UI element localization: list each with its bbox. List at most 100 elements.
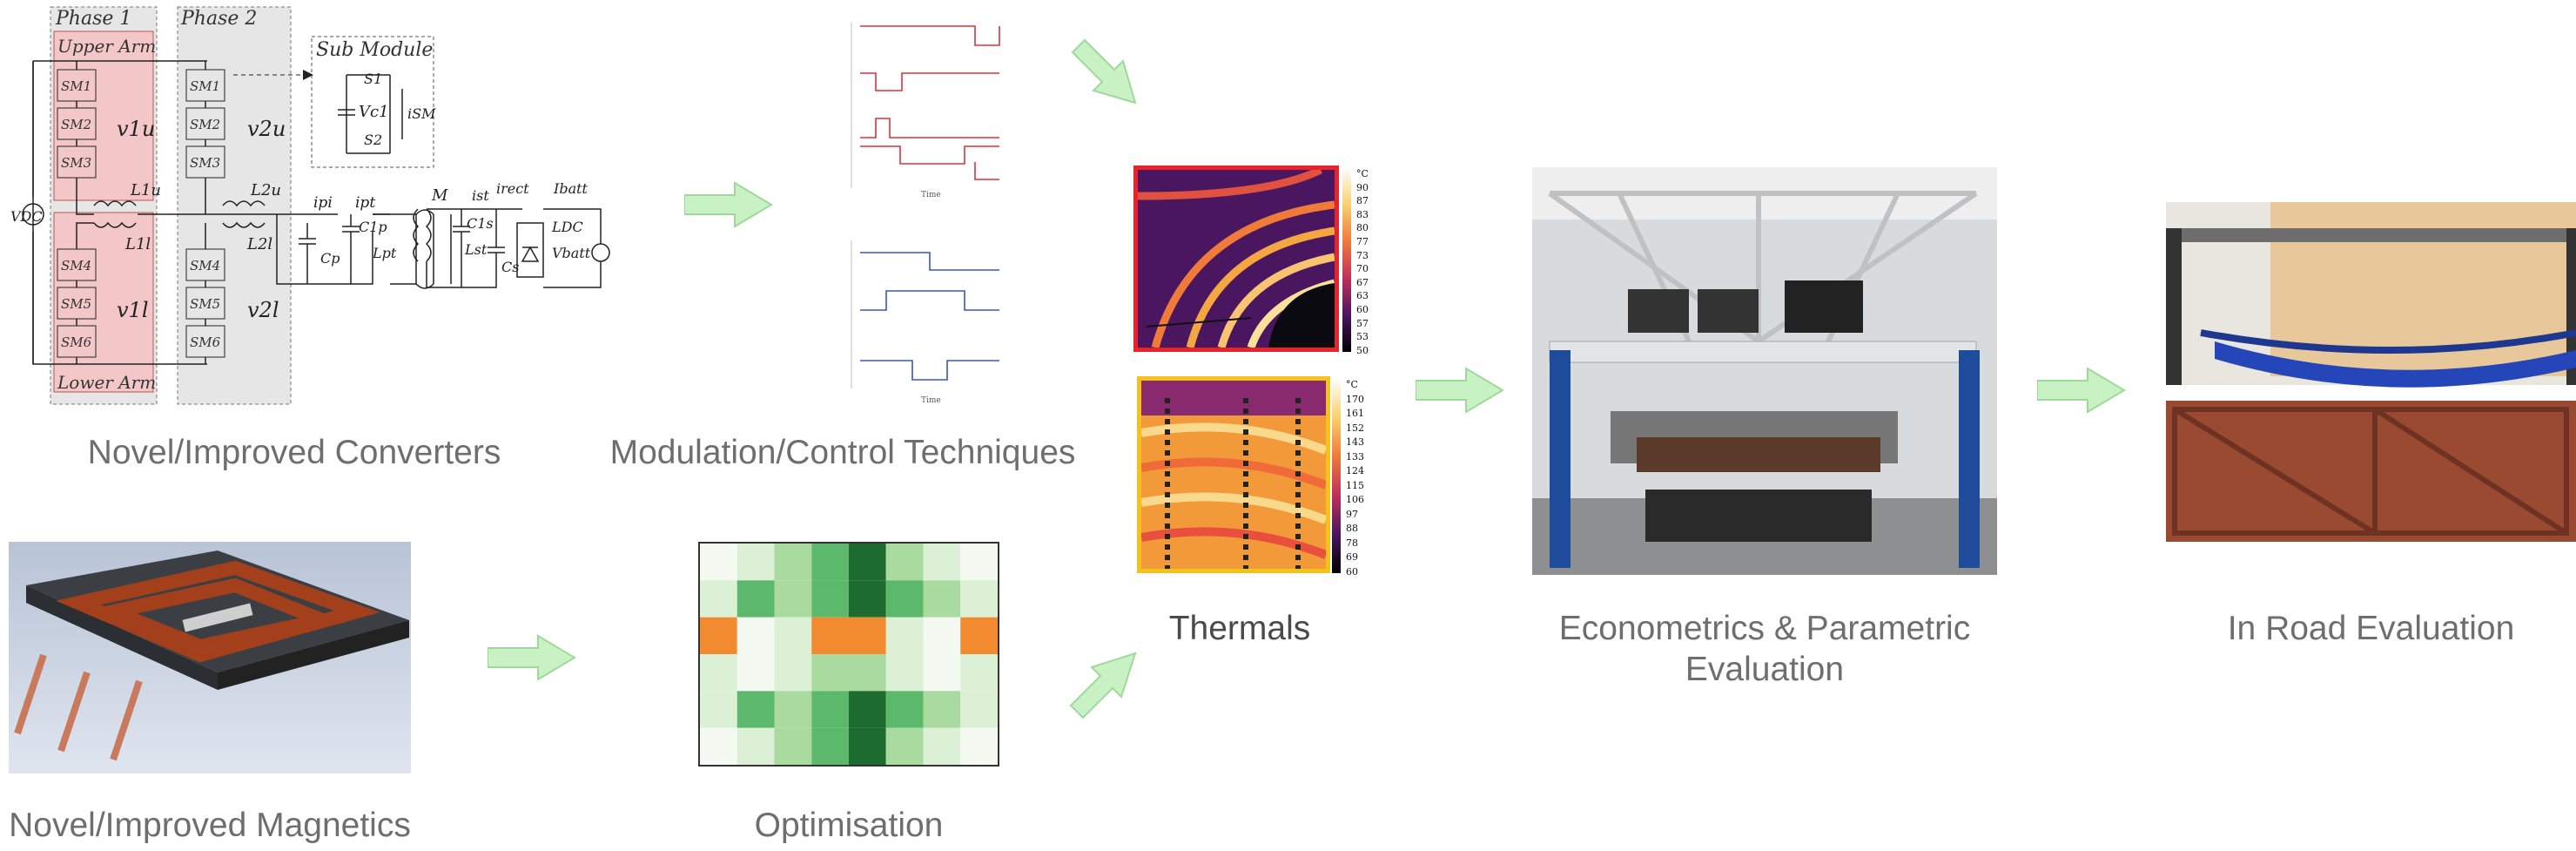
svg-text:v1u: v1u	[117, 117, 155, 141]
arrow-right-icon	[2037, 367, 2126, 414]
optimisation-cell	[774, 580, 812, 618]
caption-optimisation: Optimisation	[754, 807, 944, 844]
svg-text:Time: Time	[921, 396, 941, 405]
converter-diagram: Phase 1 Phase 2 Upper Arm Lower Arm Sub …	[7, 5, 460, 406]
caption-magnetics: Novel/Improved Magnetics	[9, 807, 411, 844]
thermal-image-1	[1133, 165, 1339, 352]
optimisation-cell	[960, 691, 998, 728]
caption-converters: Novel/Improved Converters	[87, 434, 501, 471]
sub-module-box	[311, 36, 434, 168]
optimisation-cell	[774, 544, 812, 581]
svg-text:LDC: LDC	[551, 219, 583, 235]
svg-text:Vbatt: Vbatt	[552, 245, 591, 261]
modulation-waveforms: Time Time	[825, 14, 1008, 415]
svg-text:L1u: L1u	[130, 181, 161, 199]
optimisation-cell	[849, 580, 886, 618]
optimisation-cell	[849, 617, 886, 654]
caption-modulation: Modulation/Control Techniques	[609, 434, 1076, 471]
optimisation-cell	[736, 691, 775, 728]
svg-text:S2: S2	[364, 132, 382, 148]
caption-econometrics-line2: Evaluation	[1685, 651, 1845, 688]
svg-text:Ibatt: Ibatt	[553, 180, 589, 197]
optimisation-cell	[700, 654, 737, 692]
optimisation-cell	[849, 544, 886, 581]
lower-arm-box	[53, 212, 154, 393]
caption-econometrics-line1: Econometrics & Parametric	[1558, 610, 1971, 647]
svg-text:SM4: SM4	[61, 258, 91, 274]
optimisation-cell	[811, 617, 849, 654]
optimisation-cell	[811, 544, 849, 581]
optimisation-cell	[736, 617, 775, 654]
lower-arm-label: Lower Arm	[57, 372, 156, 393]
svg-text:Time: Time	[921, 191, 941, 199]
optimisation-cell	[923, 691, 961, 728]
magnetics-render	[9, 542, 411, 773]
arrow-right-icon	[1416, 367, 1504, 414]
optimisation-cell	[923, 617, 961, 654]
optimisation-cell	[700, 617, 737, 654]
arrow-down-right-icon	[1071, 38, 1137, 105]
svg-text:v1l: v1l	[117, 298, 149, 322]
phase2-label: Phase 2	[180, 8, 257, 30]
upper-arm-box	[53, 30, 154, 201]
arrow-right-icon	[684, 181, 773, 228]
svg-text:SM5: SM5	[190, 296, 220, 312]
optimisation-cell	[960, 727, 998, 765]
optimisation-cell	[885, 727, 924, 765]
in-road-photo	[2166, 202, 2576, 542]
svg-text:irect: irect	[496, 180, 529, 197]
optimisation-cell	[736, 727, 775, 765]
converter-schematic: Phase 1 Phase 2 Upper Arm Lower Arm Sub …	[10, 6, 452, 405]
svg-text:C1p: C1p	[359, 219, 387, 235]
optimisation-cell	[849, 727, 886, 765]
optimisation-cell	[700, 544, 737, 581]
svg-text:Lst: Lst	[464, 241, 488, 258]
svg-text:SM2: SM2	[190, 117, 220, 132]
caption-in-road: In Road Evaluation	[2227, 610, 2515, 647]
upper-arm-label: Upper Arm	[57, 36, 156, 57]
thermal-scale-1: °C 90 87 83 80 77 73 70 67 63 60 57 53 50	[1342, 167, 1386, 356]
phase1-label: Phase 1	[55, 8, 131, 30]
optimisation-cell	[774, 727, 812, 765]
optimisation-grid	[698, 542, 999, 767]
optimisation-cell	[774, 691, 812, 728]
optimisation-cell	[736, 544, 775, 581]
svg-text:C1s: C1s	[467, 215, 494, 232]
svg-text:SM2: SM2	[61, 117, 91, 132]
svg-text:Lpt: Lpt	[372, 245, 397, 261]
svg-text:VDC: VDC	[10, 208, 43, 225]
svg-text:L2l: L2l	[246, 235, 272, 253]
optimisation-cell	[736, 654, 775, 692]
thermal-image-2	[1137, 376, 1330, 573]
optimisation-cell	[923, 544, 961, 581]
svg-text:L2u: L2u	[250, 181, 281, 199]
arrow-right-icon	[488, 634, 576, 681]
svg-text:ipt: ipt	[355, 194, 375, 212]
svg-text:SM6: SM6	[61, 334, 92, 350]
svg-text:SM5: SM5	[61, 296, 91, 312]
svg-text:SM1: SM1	[190, 78, 220, 94]
optimisation-cell	[811, 691, 849, 728]
caption-thermals: Thermals	[1168, 610, 1311, 647]
svg-text:v2u: v2u	[247, 117, 286, 141]
optimisation-cell	[774, 654, 812, 692]
optimisation-cell	[923, 654, 961, 692]
optimisation-cell	[700, 580, 737, 618]
svg-text:L1l: L1l	[124, 235, 151, 253]
optimisation-cell	[885, 617, 924, 654]
thermal-scale-1-labels: °C 90 87 83 80 77 73 70 67 63 60 57 53 50	[1356, 168, 1369, 356]
svg-text:Cs: Cs	[501, 259, 519, 275]
optimisation-cell	[885, 544, 924, 581]
svg-text:SM1: SM1	[61, 78, 91, 94]
optimisation-cell	[923, 727, 961, 765]
svg-text:M: M	[431, 186, 448, 205]
svg-text:S1: S1	[364, 71, 382, 87]
svg-text:Cp: Cp	[320, 250, 340, 267]
optimisation-cell	[849, 691, 886, 728]
optimisation-cell	[960, 580, 998, 618]
optimisation-cell	[960, 654, 998, 692]
sub-module-label: Sub Module	[316, 39, 433, 61]
optimisation-cell	[700, 727, 737, 765]
svg-text:Vc1: Vc1	[359, 103, 389, 121]
optimisation-cell	[774, 617, 812, 654]
